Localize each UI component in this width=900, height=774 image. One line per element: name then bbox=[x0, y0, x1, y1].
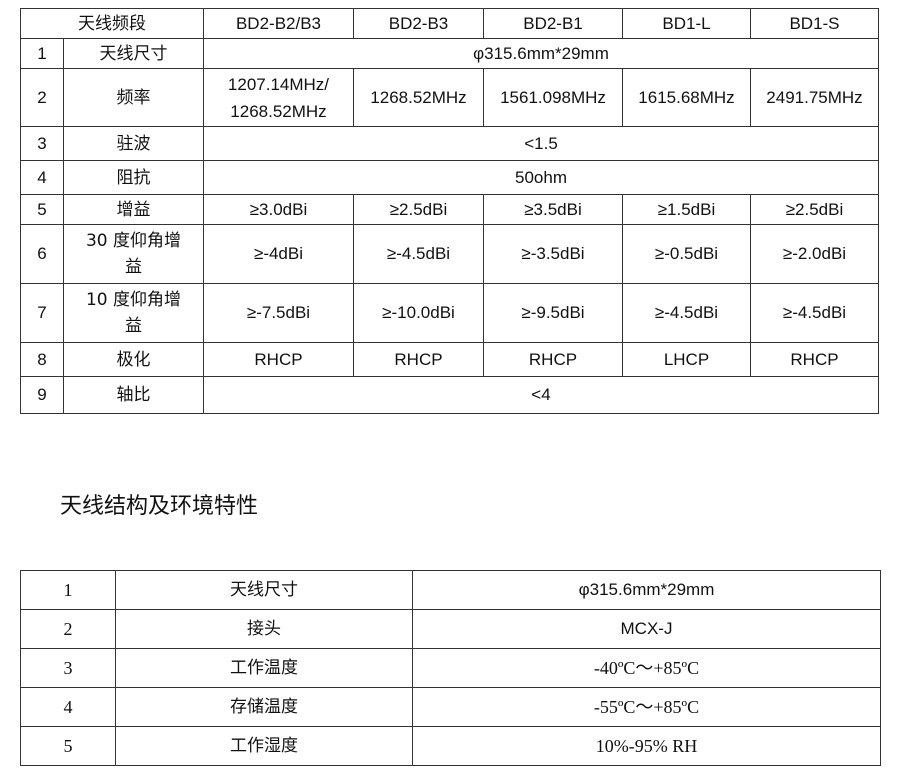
param-value: ≥-4.5dBi bbox=[622, 283, 751, 343]
param-value: 1561.098MHz bbox=[500, 87, 606, 107]
param-value: ≥3.0dBi bbox=[203, 194, 354, 225]
param-name: 天线尺寸 bbox=[115, 570, 413, 610]
param-value: ≥-7.5dBi bbox=[203, 283, 354, 343]
row-number: 9 bbox=[20, 376, 64, 414]
param-value: RHCP bbox=[483, 342, 623, 377]
param-value: 10%-95% RH bbox=[412, 726, 881, 766]
band-header: BD1-L bbox=[622, 8, 751, 39]
row-number: 5 bbox=[20, 194, 64, 225]
param-value: φ315.6mm*29mm bbox=[412, 570, 881, 610]
table-row: 5 增益 ≥3.0dBi ≥2.5dBi ≥3.5dBi ≥1.5dBi ≥2.… bbox=[20, 194, 879, 225]
param-value: 1268.52MHz bbox=[370, 87, 467, 107]
param-name: 工作温度 bbox=[115, 648, 413, 688]
row-number: 2 bbox=[20, 609, 116, 649]
param-value: LHCP bbox=[622, 342, 751, 377]
param-value: RHCP bbox=[750, 342, 879, 377]
param-value: -55ºC～+85ºC bbox=[412, 687, 881, 727]
row-number: 8 bbox=[20, 342, 64, 377]
param-value: 1207.14MHz/ 1268.52MHz bbox=[227, 74, 330, 121]
param-value: 1615.68MHz bbox=[638, 87, 735, 107]
param-value: ≥-10.0dBi bbox=[353, 283, 484, 343]
param-name: 10 度仰角增益 bbox=[63, 283, 204, 343]
param-value: 50ohm bbox=[203, 160, 879, 195]
row-number: 6 bbox=[20, 224, 64, 284]
row-number: 4 bbox=[20, 687, 116, 727]
table-row: 3 工作温度 -40ºC～+85ºC bbox=[20, 648, 881, 688]
band-header: BD1-S bbox=[750, 8, 879, 39]
param-value: 2491.75MHz bbox=[766, 87, 863, 107]
table-row: 1 天线尺寸 φ315.6mm*29mm bbox=[20, 38, 879, 69]
param-value: ≥-4.5dBi bbox=[353, 224, 484, 284]
param-name: 极化 bbox=[63, 342, 204, 377]
param-value: ≥-4dBi bbox=[203, 224, 354, 284]
table-row: 4 阻抗 50ohm bbox=[20, 160, 879, 195]
param-value: ≥2.5dBi bbox=[353, 194, 484, 225]
table-row: 1 天线尺寸 φ315.6mm*29mm bbox=[20, 570, 881, 610]
param-value: -40ºC～+85ºC bbox=[412, 648, 881, 688]
band-header: BD2-B1 bbox=[483, 8, 623, 39]
row-number: 2 bbox=[20, 68, 64, 127]
table-row: 5 工作湿度 10%-95% RH bbox=[20, 726, 881, 766]
param-value: ≥-0.5dBi bbox=[622, 224, 751, 284]
table-row: 4 存储温度 -55ºC～+85ºC bbox=[20, 687, 881, 727]
table-row: 2 频率 1207.14MHz/ 1268.52MHz 1268.52MHz 1… bbox=[20, 68, 879, 127]
param-value: φ315.6mm*29mm bbox=[203, 38, 879, 69]
environment-table: 1 天线尺寸 φ315.6mm*29mm 2 接头 MCX-J 3 工作温度 -… bbox=[20, 570, 881, 766]
param-name: 存储温度 bbox=[115, 687, 413, 727]
table-row: 9 轴比 <4 bbox=[20, 376, 879, 414]
row-number: 1 bbox=[20, 38, 64, 69]
header-label: 天线频段 bbox=[20, 8, 204, 39]
param-value: <4 bbox=[203, 376, 879, 414]
param-value: ≥-4.5dBi bbox=[750, 283, 879, 343]
param-value: ≥3.5dBi bbox=[483, 194, 623, 225]
param-value: ≥-3.5dBi bbox=[483, 224, 623, 284]
param-value: ≥2.5dBi bbox=[750, 194, 879, 225]
row-number: 3 bbox=[20, 648, 116, 688]
header-row: 天线频段 BD2-B2/B3 BD2-B3 BD2-B1 BD1-L BD1-S bbox=[20, 8, 879, 39]
param-name: 驻波 bbox=[63, 126, 204, 161]
param-value: ≥1.5dBi bbox=[622, 194, 751, 225]
row-number: 4 bbox=[20, 160, 64, 195]
band-header: BD2-B3 bbox=[353, 8, 484, 39]
table-row: 2 接头 MCX-J bbox=[20, 609, 881, 649]
param-name: 增益 bbox=[63, 194, 204, 225]
param-value: RHCP bbox=[353, 342, 484, 377]
param-name: 频率 bbox=[63, 68, 204, 127]
antenna-spec-table: 天线频段 BD2-B2/B3 BD2-B3 BD2-B1 BD1-L BD1-S… bbox=[20, 8, 879, 414]
row-number: 1 bbox=[20, 570, 116, 610]
param-value: <1.5 bbox=[203, 126, 879, 161]
section-title: 天线结构及环境特性 bbox=[60, 494, 259, 519]
table-row: 6 30 度仰角增益 ≥-4dBi ≥-4.5dBi ≥-3.5dBi ≥-0.… bbox=[20, 224, 879, 284]
param-value: RHCP bbox=[203, 342, 354, 377]
param-name: 阻抗 bbox=[63, 160, 204, 195]
row-number: 3 bbox=[20, 126, 64, 161]
param-name: 轴比 bbox=[63, 376, 204, 414]
param-name: 接头 bbox=[115, 609, 413, 649]
param-name: 天线尺寸 bbox=[63, 38, 204, 69]
param-name: 30 度仰角增益 bbox=[63, 224, 204, 284]
row-number: 5 bbox=[20, 726, 116, 766]
table-row: 7 10 度仰角增益 ≥-7.5dBi ≥-10.0dBi ≥-9.5dBi ≥… bbox=[20, 283, 879, 343]
param-value: ≥-2.0dBi bbox=[750, 224, 879, 284]
table-row: 8 极化 RHCP RHCP RHCP LHCP RHCP bbox=[20, 342, 879, 377]
param-value: ≥-9.5dBi bbox=[483, 283, 623, 343]
row-number: 7 bbox=[20, 283, 64, 343]
table-row: 3 驻波 <1.5 bbox=[20, 126, 879, 161]
band-header: BD2-B2/B3 bbox=[203, 8, 354, 39]
param-value: MCX-J bbox=[412, 609, 881, 649]
param-name: 工作湿度 bbox=[115, 726, 413, 766]
